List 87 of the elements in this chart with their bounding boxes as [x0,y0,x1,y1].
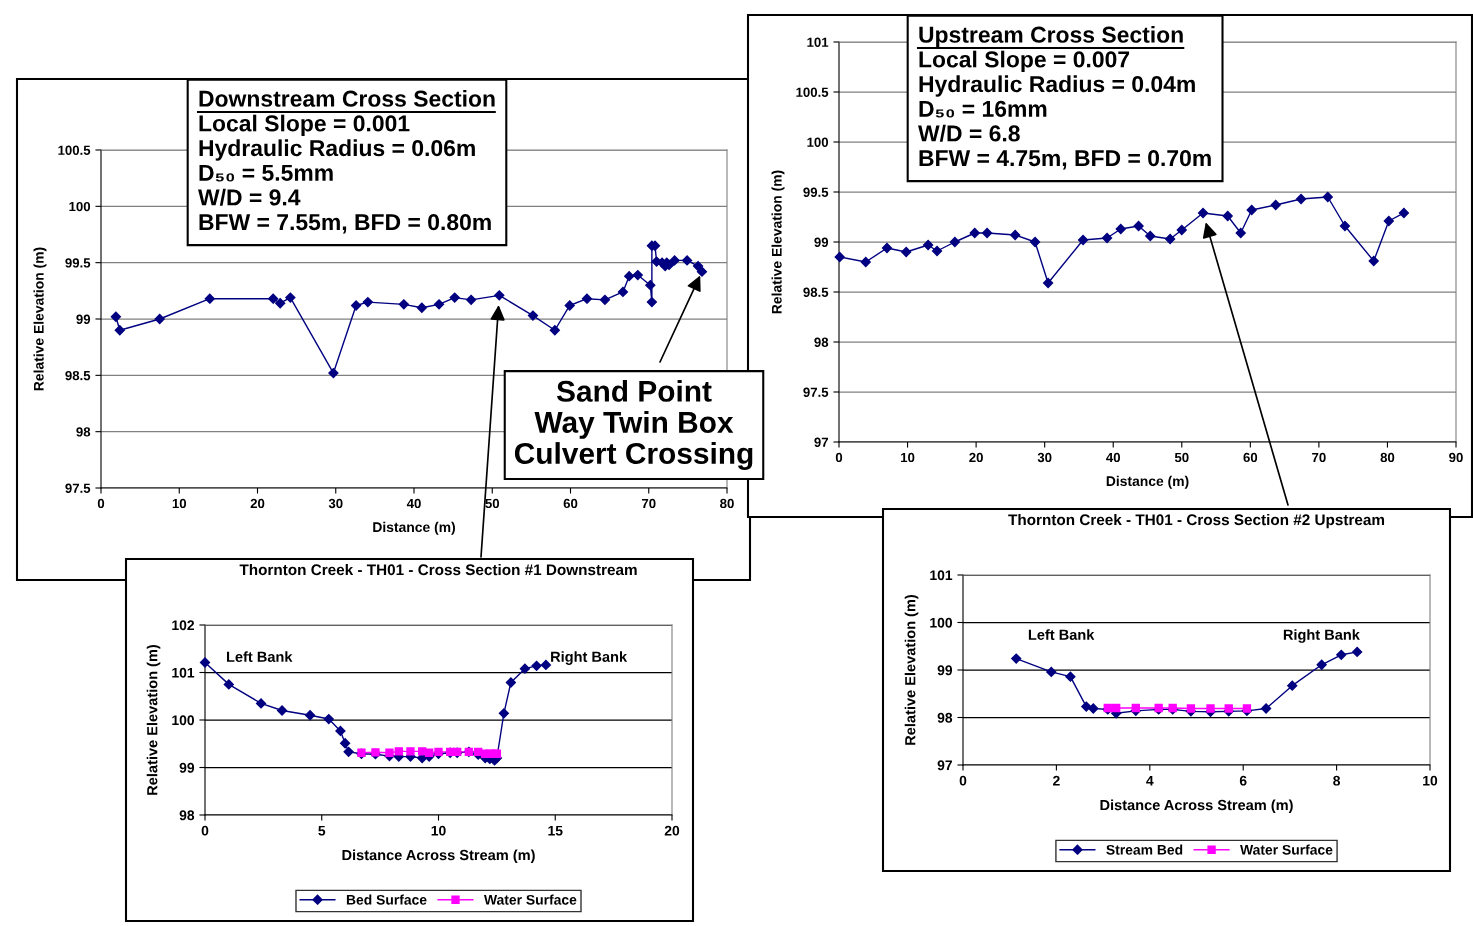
y-tick-label: 100.5 [796,87,829,97]
y-axis-title: Relative Elevation (m) [33,247,47,391]
annotation: Right Bank [551,651,628,665]
x-axis-title: Distance (m) [1106,475,1189,489]
y-tick-label: 102 [172,620,195,631]
x-tick-label: 20 [969,452,983,463]
chart-title: Thornton Creek - TH01 - Cross Section #1 Downstream [239,563,637,576]
chart-title: Downstream Cross Section [199,90,495,107]
y-tick-label: 97 [937,760,952,771]
x-tick-label: 70 [1312,452,1326,463]
x-tick-label: 6 [1239,775,1247,786]
y-tick-label: 99 [814,237,829,247]
annotation: D₅₀ = 5.5mm [199,164,333,182]
y-tick-label: 99 [937,665,953,676]
y-tick-label: 98 [179,810,195,821]
x-axis-title: Distance (m) [373,521,455,535]
x-tick-label: 0 [959,775,967,786]
annotation: W/D = 9.4 [198,188,301,206]
y-axis-title: Relative Elevation (m) [146,644,161,795]
x-tick-label: 60 [563,498,578,509]
y-tick-label: 98.5 [803,287,829,297]
x-tick-label: 2 [1053,775,1060,786]
annotation: Left Bank [226,651,293,662]
legend-label: Water Surface [483,894,577,905]
x-tick-label: 90 [1449,452,1463,463]
x-tick-label: 0 [835,452,843,463]
annotation: BFW = 4.75m, BFD = 0.70m [919,150,1211,170]
y-tick-label: 98 [76,427,91,437]
text: Local Slope = 0.001 [199,114,410,137]
x-tick-label: 4 [1146,775,1154,786]
x-tick-label: 15 [548,825,563,836]
x-tick-label: 50 [1174,452,1189,463]
x-tick-label: 0 [201,825,209,836]
annotation: W/D = 6.8 [918,124,1020,142]
x-axis-title: Distance Across Stream (m) [342,849,535,864]
y-tick-label: 100 [172,715,195,726]
y-tick-label: 100 [930,617,953,628]
x-tick-label: 50 [485,498,500,509]
annotation: D₅₀ = 16mm [919,100,1047,118]
y-tick-label: 97 [814,437,828,447]
x-tick-label: 80 [720,498,734,509]
x-tick-label: 20 [250,498,265,509]
x-tick-label: 5 [318,825,326,836]
annotation: Right Bank [1283,629,1360,643]
y-tick-label: 97.5 [803,387,829,397]
y-tick-label: 99 [179,762,195,773]
y-tick-label: 97.5 [65,483,91,493]
x-tick-label: 10 [1423,775,1438,786]
y-tick-label: 101 [930,570,953,581]
y-tick-label: 100.5 [58,145,91,155]
chart-title: Thornton Creek - TH01 - Cross Section #2 Upstream [1008,513,1385,529]
y-axis-title: Relative Elevation (m) [904,594,919,745]
x-axis-title: Distance Across Stream (m) [1100,799,1293,814]
annotation: BFW = 7.55m, BFD = 0.80m [199,214,491,234]
legend-label: Water Surface [1240,844,1333,855]
annotation: Sand Point Way Twin Box Culvert Crossing [514,379,753,471]
y-tick-label: 98 [937,712,953,723]
x-tick-label: 80 [1380,452,1395,463]
annotation: Left Bank [1028,629,1095,640]
y-tick-label: 98 [814,337,829,347]
y-tick-label: 101 [807,37,829,47]
y-tick-label: 100 [69,201,91,212]
x-tick-label: 0 [97,498,105,509]
chart-title: Upstream Cross Section [919,26,1183,48]
x-tick-label: 40 [406,498,421,509]
y-tick-label: 98.5 [65,370,91,381]
annotation: Local Slope = 0.007 [919,50,1130,73]
y-axis-title: Relative Elevation (m) [771,170,785,314]
y-tick-label: 99 [76,314,91,324]
x-tick-label: 30 [328,498,343,509]
legend-label: Bed Surface [346,894,427,905]
y-tick-label: 99.5 [65,258,91,268]
x-tick-label: 8 [1333,775,1341,786]
legend-label: Stream Bed [1106,844,1183,855]
x-tick-label: 40 [1106,452,1121,463]
y-tick-label: 101 [172,667,195,678]
x-tick-label: 30 [1037,452,1052,463]
annotation: Hydraulic Radius = 0.06m [199,139,475,161]
x-tick-label: 10 [431,825,446,836]
x-tick-label: 10 [172,498,187,509]
x-tick-label: 20 [664,825,680,836]
y-tick-label: 100 [807,137,829,147]
x-tick-label: 70 [641,498,656,509]
annotation: Hydraulic Radius = 0.04m [919,75,1195,97]
y-tick-label: 99.5 [803,187,829,197]
x-tick-label: 10 [901,452,915,463]
x-tick-label: 60 [1243,452,1258,463]
